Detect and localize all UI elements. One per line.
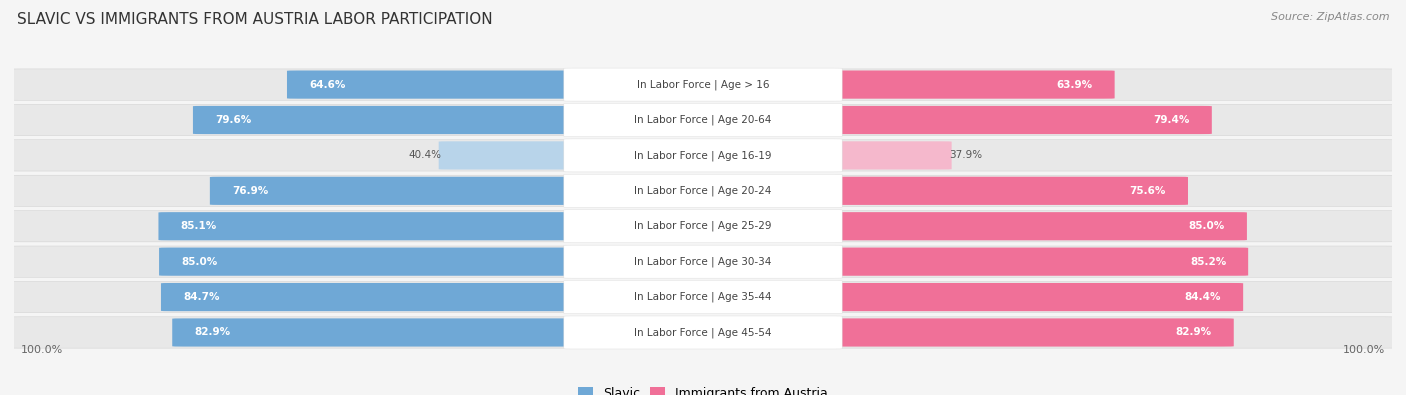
- Text: 79.4%: 79.4%: [1153, 115, 1189, 125]
- FancyBboxPatch shape: [564, 174, 842, 207]
- FancyBboxPatch shape: [173, 318, 714, 346]
- FancyBboxPatch shape: [564, 139, 842, 172]
- FancyBboxPatch shape: [692, 212, 1247, 240]
- Text: In Labor Force | Age 25-29: In Labor Force | Age 25-29: [634, 221, 772, 231]
- FancyBboxPatch shape: [4, 317, 1402, 348]
- Text: In Labor Force | Age 45-54: In Labor Force | Age 45-54: [634, 327, 772, 338]
- Text: 100.0%: 100.0%: [1343, 345, 1385, 355]
- FancyBboxPatch shape: [209, 177, 714, 205]
- FancyBboxPatch shape: [159, 248, 714, 276]
- FancyBboxPatch shape: [287, 70, 714, 99]
- Text: 64.6%: 64.6%: [309, 79, 346, 90]
- FancyBboxPatch shape: [159, 212, 714, 240]
- FancyBboxPatch shape: [564, 316, 842, 349]
- FancyBboxPatch shape: [692, 248, 1249, 276]
- FancyBboxPatch shape: [4, 281, 1402, 313]
- FancyBboxPatch shape: [692, 177, 1188, 205]
- Text: In Labor Force | Age 30-34: In Labor Force | Age 30-34: [634, 256, 772, 267]
- FancyBboxPatch shape: [692, 106, 1212, 134]
- Text: In Labor Force | Age 20-64: In Labor Force | Age 20-64: [634, 115, 772, 125]
- FancyBboxPatch shape: [564, 103, 842, 137]
- FancyBboxPatch shape: [4, 140, 1402, 171]
- Text: In Labor Force | Age 20-24: In Labor Force | Age 20-24: [634, 186, 772, 196]
- FancyBboxPatch shape: [4, 104, 1402, 135]
- Text: 63.9%: 63.9%: [1056, 79, 1092, 90]
- Text: In Labor Force | Age > 16: In Labor Force | Age > 16: [637, 79, 769, 90]
- FancyBboxPatch shape: [692, 141, 952, 169]
- Text: 40.4%: 40.4%: [409, 150, 441, 160]
- FancyBboxPatch shape: [692, 70, 1115, 99]
- Text: 37.9%: 37.9%: [949, 150, 981, 160]
- FancyBboxPatch shape: [564, 280, 842, 314]
- FancyBboxPatch shape: [564, 245, 842, 278]
- Text: In Labor Force | Age 35-44: In Labor Force | Age 35-44: [634, 292, 772, 302]
- FancyBboxPatch shape: [160, 283, 714, 311]
- Legend: Slavic, Immigrants from Austria: Slavic, Immigrants from Austria: [574, 382, 832, 395]
- FancyBboxPatch shape: [4, 211, 1402, 242]
- Text: 84.7%: 84.7%: [183, 292, 219, 302]
- FancyBboxPatch shape: [439, 141, 714, 169]
- Text: 85.0%: 85.0%: [181, 257, 218, 267]
- FancyBboxPatch shape: [4, 175, 1402, 207]
- Text: SLAVIC VS IMMIGRANTS FROM AUSTRIA LABOR PARTICIPATION: SLAVIC VS IMMIGRANTS FROM AUSTRIA LABOR …: [17, 12, 492, 27]
- Text: 85.1%: 85.1%: [180, 221, 217, 231]
- FancyBboxPatch shape: [4, 69, 1402, 100]
- Text: 75.6%: 75.6%: [1129, 186, 1166, 196]
- FancyBboxPatch shape: [692, 318, 1233, 346]
- Text: 100.0%: 100.0%: [21, 345, 63, 355]
- FancyBboxPatch shape: [193, 106, 714, 134]
- FancyBboxPatch shape: [564, 68, 842, 101]
- Text: Source: ZipAtlas.com: Source: ZipAtlas.com: [1271, 12, 1389, 22]
- Text: 85.2%: 85.2%: [1189, 257, 1226, 267]
- FancyBboxPatch shape: [4, 246, 1402, 277]
- Text: 84.4%: 84.4%: [1185, 292, 1220, 302]
- Text: 76.9%: 76.9%: [232, 186, 269, 196]
- Text: 82.9%: 82.9%: [1175, 327, 1212, 337]
- FancyBboxPatch shape: [564, 210, 842, 243]
- Text: In Labor Force | Age 16-19: In Labor Force | Age 16-19: [634, 150, 772, 161]
- FancyBboxPatch shape: [692, 283, 1243, 311]
- Text: 79.6%: 79.6%: [215, 115, 252, 125]
- Text: 85.0%: 85.0%: [1188, 221, 1225, 231]
- Text: 82.9%: 82.9%: [194, 327, 231, 337]
